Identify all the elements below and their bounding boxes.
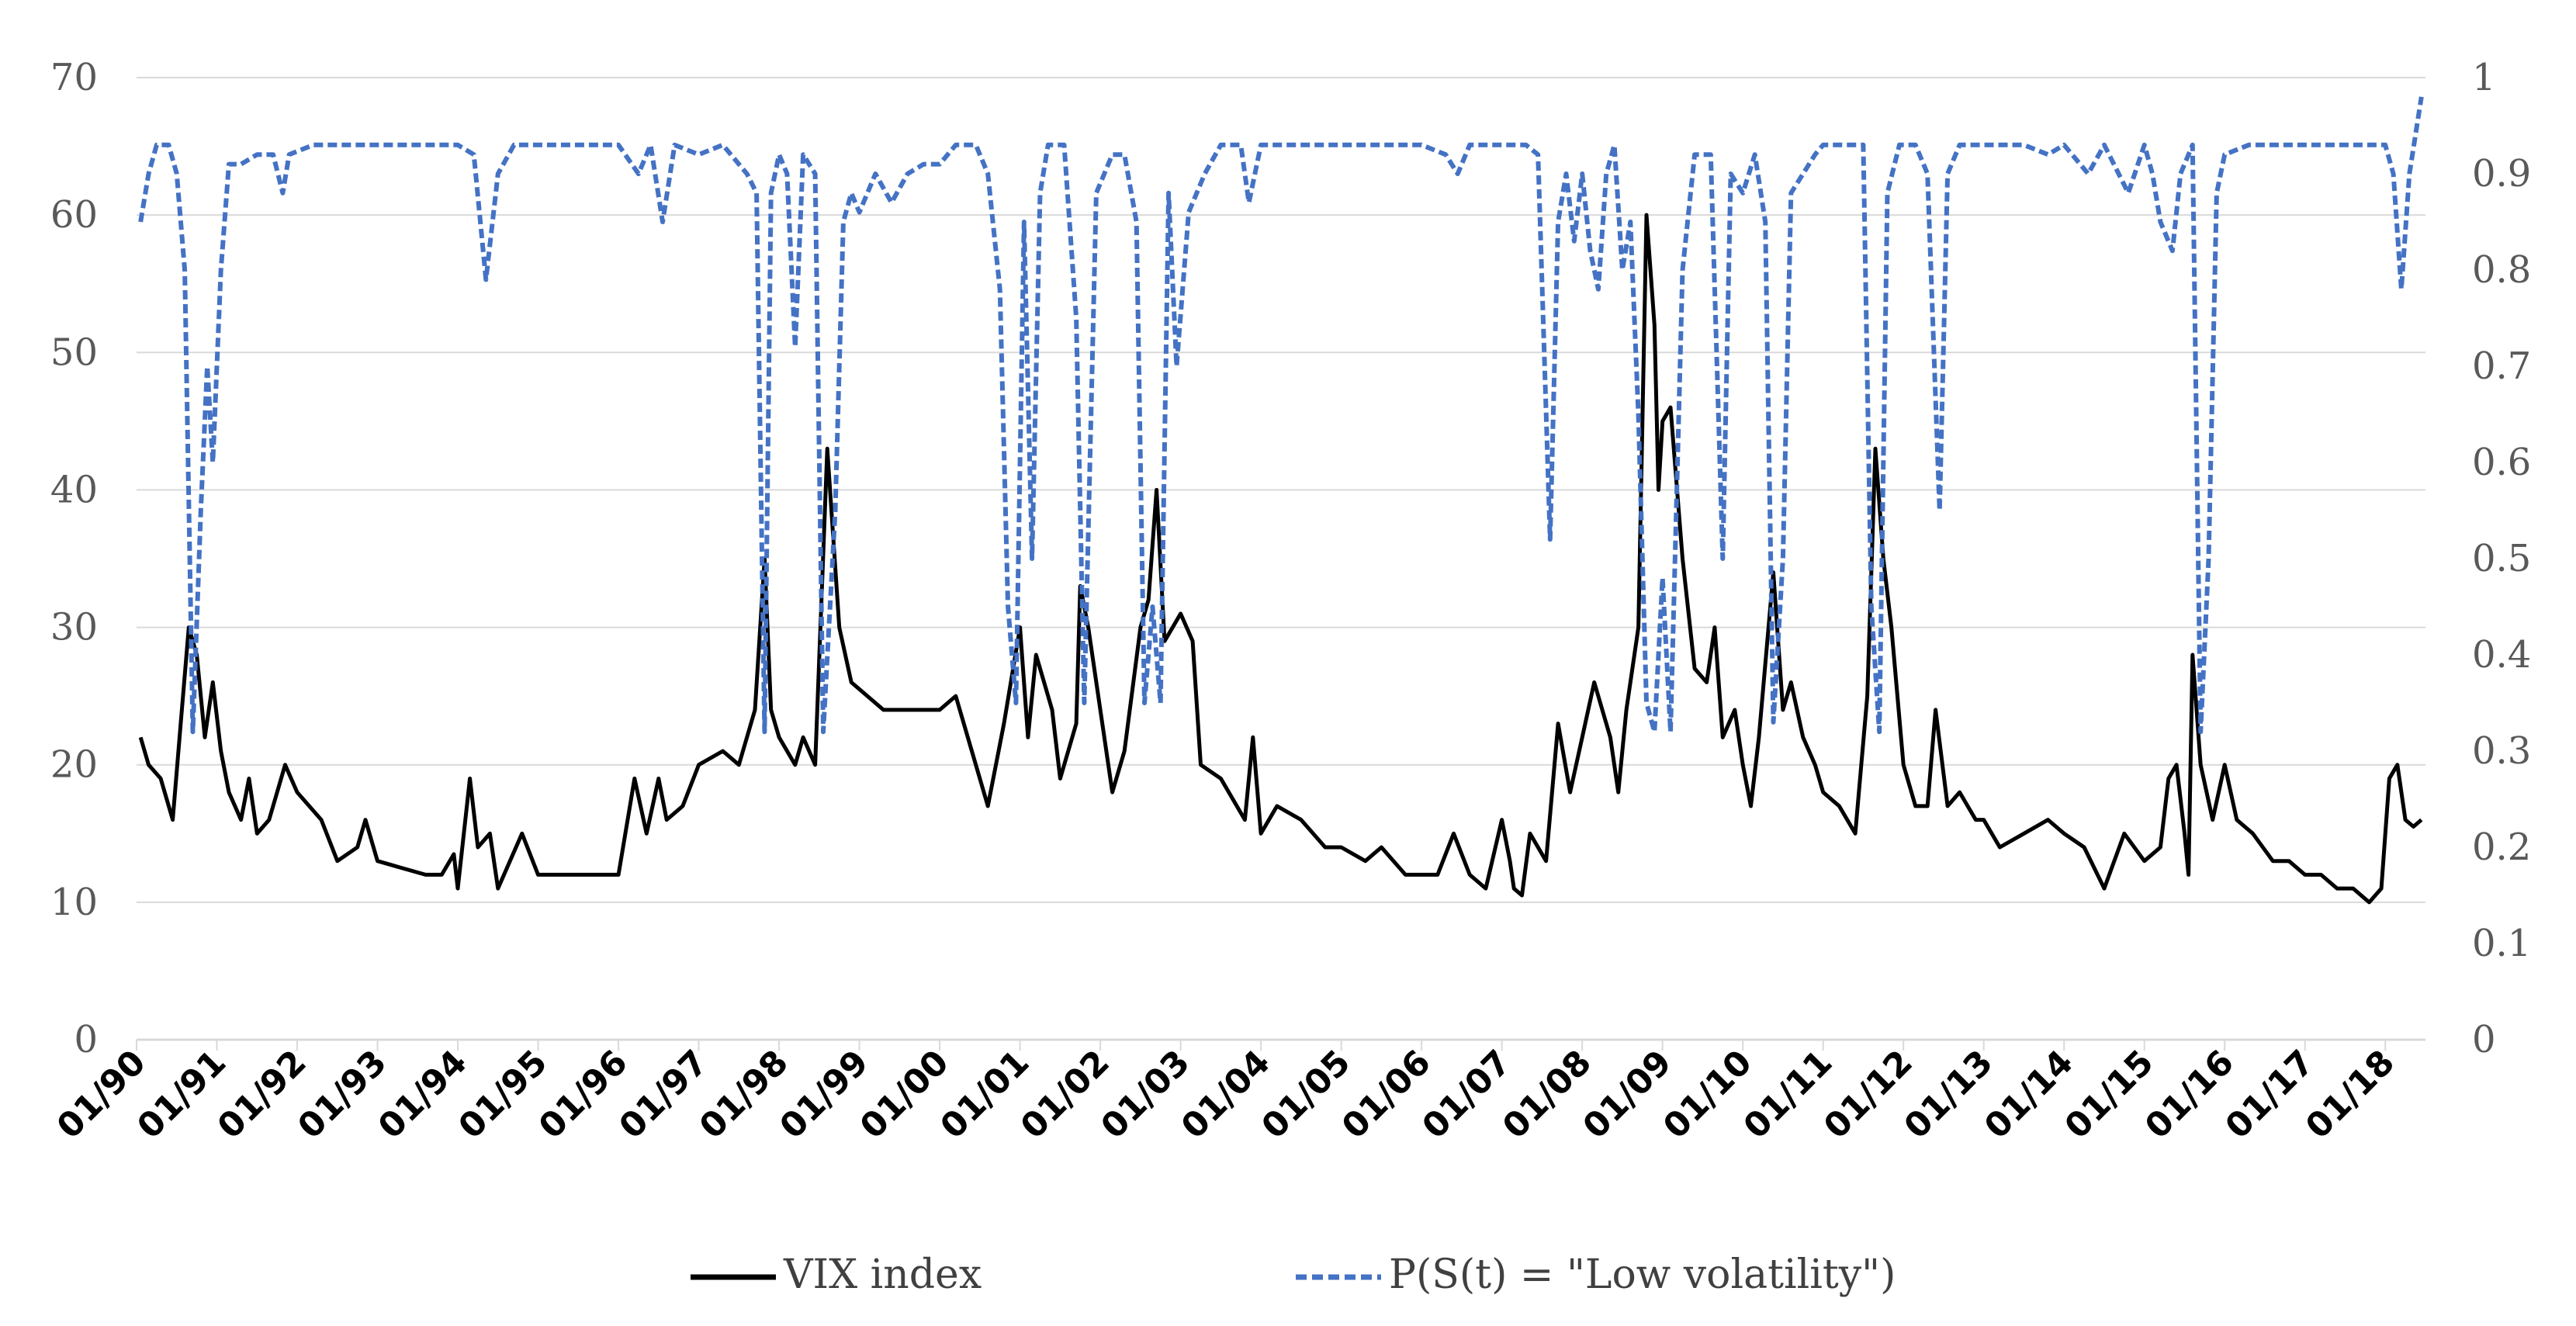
y-left-tick-label: 50: [50, 331, 98, 374]
y-right-tick-label: 0.4: [2472, 633, 2531, 677]
x-tick-label: 01/09: [1575, 1043, 1679, 1147]
y-right-tick-label: 0.3: [2472, 729, 2531, 773]
y-left-tick-label: 0: [74, 1018, 98, 1061]
y-right-tick-label: 0.8: [2472, 248, 2531, 292]
y-right-tick-label: 0.2: [2472, 826, 2531, 869]
x-tick-label: 01/90: [50, 1043, 154, 1147]
y-right-tick-label: 0: [2472, 1018, 2496, 1061]
low-volatility-probability-line: [138, 96, 2424, 735]
x-tick-label: 01/99: [772, 1043, 876, 1147]
x-tick-label: 01/04: [1174, 1043, 1278, 1147]
x-tick-label: 01/18: [2298, 1043, 2402, 1147]
x-tick-label: 01/06: [1335, 1043, 1439, 1147]
x-tick-label: 01/97: [611, 1043, 715, 1147]
y-right-tick-label: 0.6: [2472, 441, 2531, 484]
x-tick-label: 01/14: [1977, 1043, 2081, 1147]
y-left-tick-label: 60: [50, 193, 98, 237]
x-tick-label: 01/07: [1414, 1043, 1518, 1147]
x-tick-label: 01/13: [1896, 1043, 2000, 1147]
x-tick-label: 01/96: [531, 1043, 635, 1147]
gridlines: [137, 77, 2425, 903]
series: [138, 96, 2424, 905]
x-tick-label: 01/92: [210, 1043, 314, 1147]
x-tick-label: 01/15: [2057, 1043, 2161, 1147]
y-left-tick-label: 70: [50, 56, 98, 99]
x-tick-label: 01/05: [1254, 1043, 1358, 1147]
y-right-tick-label: 0.9: [2472, 152, 2531, 196]
x-tick-label: 01/94: [371, 1043, 475, 1147]
x-tick-label: 01/08: [1495, 1043, 1599, 1147]
x-tick-label: 01/12: [1816, 1043, 1920, 1147]
x-tick-label: 01/10: [1656, 1043, 1760, 1147]
x-tick-label: 01/02: [1013, 1043, 1117, 1147]
y-left-tick-label: 30: [50, 606, 98, 649]
y-right-tick-label: 0.5: [2472, 537, 2531, 580]
vix-index-line: [138, 213, 2423, 905]
x-tick-label: 01/93: [290, 1043, 394, 1147]
x-tick-label: 01/01: [933, 1043, 1037, 1147]
x-tick-label: 01/11: [1736, 1043, 1840, 1147]
y-right-tick-label: 0.7: [2472, 344, 2531, 388]
y-left-tick-label: 20: [50, 743, 98, 787]
x-tick-label: 01/98: [692, 1043, 796, 1147]
x-tick-label: 01/00: [853, 1043, 957, 1147]
x-tick-label: 01/91: [130, 1043, 234, 1147]
x-tick-label: 01/95: [451, 1043, 555, 1147]
y-right-tick-label: 0.1: [2472, 922, 2531, 965]
legend: VIX index P(S(t) = "Low volatility"): [691, 1252, 1896, 1298]
legend-label: P(S(t) = "Low volatility"): [1389, 1252, 1896, 1298]
y-left-tick-label: 40: [50, 468, 98, 511]
legend-label: VIX index: [783, 1252, 982, 1298]
y-left-tick-label: 10: [50, 881, 98, 924]
x-tick-label: 01/17: [2218, 1043, 2322, 1147]
x-tick-label: 01/16: [2138, 1043, 2242, 1147]
y-right-tick-label: 1: [2472, 56, 2496, 99]
x-tick-label: 01/03: [1093, 1043, 1197, 1147]
